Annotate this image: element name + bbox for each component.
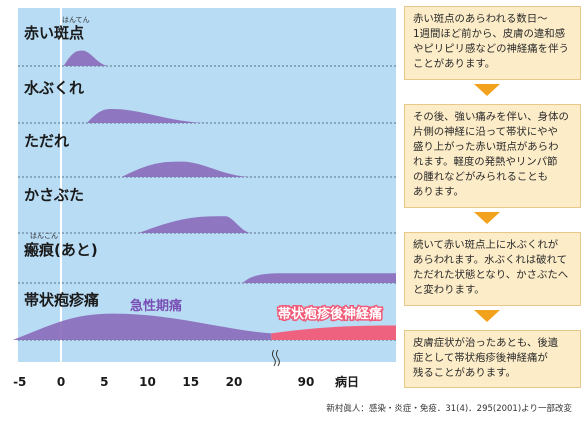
stage-note-2: その後、強い痛みを伴い、身体の 片側の神経に沿って帯状にやや 盛り上がった赤い斑… bbox=[404, 104, 581, 208]
x-tick-6: 90 bbox=[298, 375, 315, 389]
x-axis-label: 病日 bbox=[335, 374, 359, 389]
axis-break-left bbox=[271, 349, 276, 367]
postherpetic-pain-area bbox=[271, 325, 396, 340]
row-ruby-0: はんてん bbox=[62, 16, 90, 24]
row-label-3: かさぶた bbox=[24, 186, 84, 204]
x-tick-4: 15 bbox=[182, 375, 199, 389]
step-arrow-1 bbox=[474, 212, 500, 224]
stage-note-3: 続いて赤い斑点上に水ぶくれが あらわれます。水ぶくれは破れて ただれた状態となり… bbox=[404, 232, 581, 306]
row-label-4: 瘢痕(あと) bbox=[24, 241, 98, 259]
stage-note-4: 皮膚症状が治ったあとも、後遺 症として帯状疱疹後神経痛が 残ることがあります。 bbox=[404, 330, 581, 388]
row-label-0: 赤い斑点 bbox=[24, 24, 84, 42]
row-label-2: ただれ bbox=[24, 132, 69, 150]
acute-pain-label: 急性期痛 bbox=[130, 298, 182, 314]
x-tick-1: 0 bbox=[57, 375, 65, 389]
x-tick-3: 10 bbox=[139, 375, 156, 389]
x-tick-5: 20 bbox=[226, 375, 243, 389]
x-tick-2: 5 bbox=[100, 375, 108, 389]
row-ruby-4: はんこん bbox=[30, 232, 58, 240]
series-area-2 bbox=[121, 161, 252, 177]
row-label-1: 水ぶくれ bbox=[24, 79, 84, 97]
series-area-4 bbox=[242, 273, 396, 283]
step-arrow-2 bbox=[474, 310, 500, 322]
axis-break-right bbox=[275, 349, 280, 367]
plot-background bbox=[18, 8, 396, 362]
postherpetic-pain-label: 帯状疱疹後神経痛 bbox=[278, 306, 382, 322]
series-area-1 bbox=[86, 109, 209, 123]
series-area-3 bbox=[138, 216, 252, 233]
stage-note-1: 赤い斑点のあらわれる数日～ 1週間ほど前から、皮膚の違和感 やピリピリ感などの神… bbox=[404, 6, 581, 80]
source-citation: 新村眞人：感染・炎症・免疫．31(4)．295(2001)より一部改変 bbox=[326, 404, 572, 414]
row-label-5: 帯状疱疹痛 bbox=[24, 291, 99, 309]
acute-pain-area bbox=[12, 313, 272, 340]
x-tick-0: -5 bbox=[13, 375, 26, 389]
series-area-0 bbox=[63, 50, 109, 66]
step-arrow-0 bbox=[474, 84, 500, 96]
